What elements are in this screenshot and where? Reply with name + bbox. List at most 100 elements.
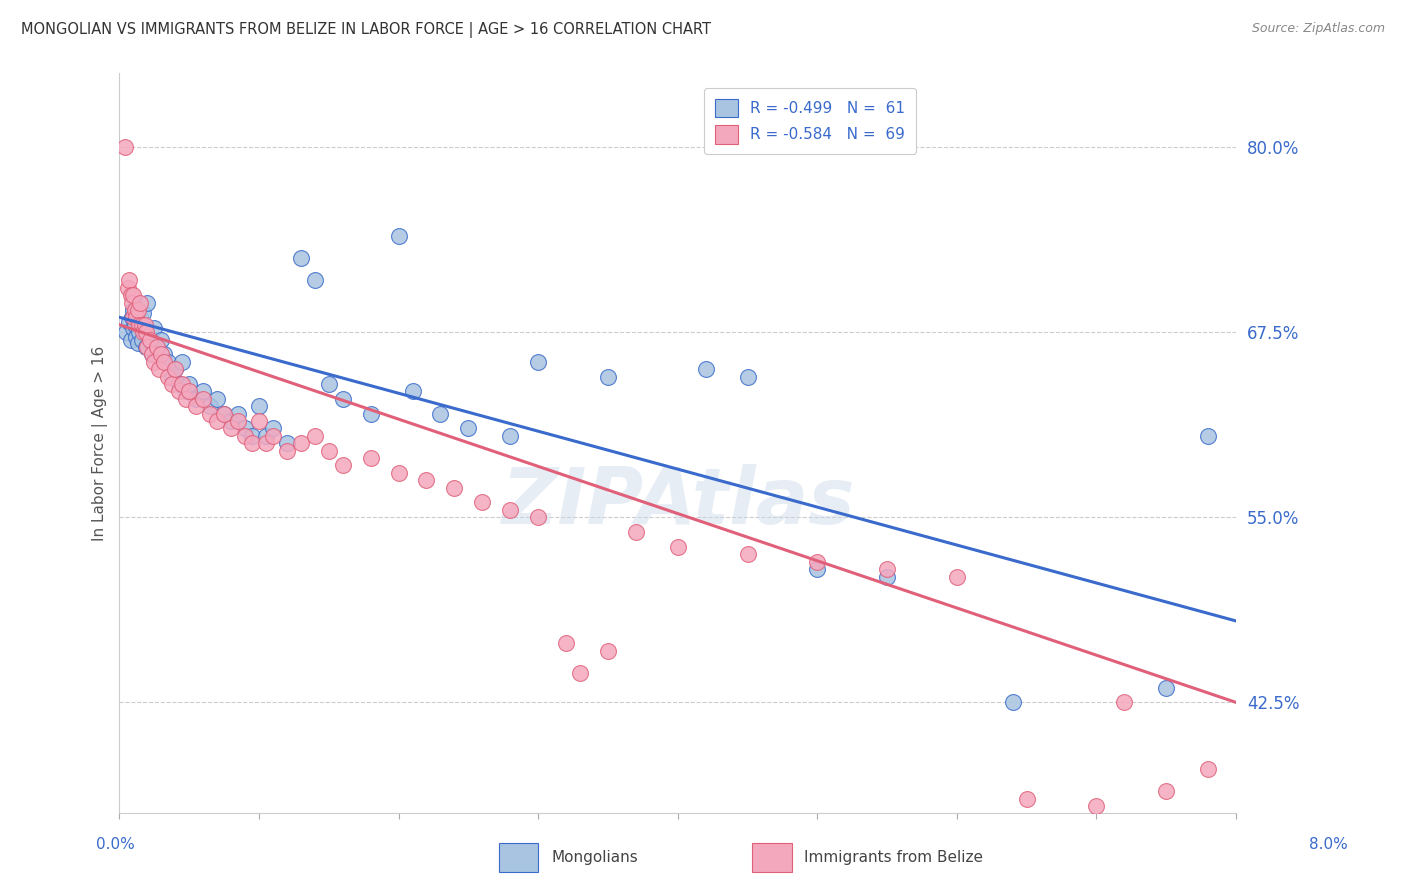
Point	[304, 429, 326, 443]
Point	[122, 302, 145, 317]
Point	[124, 318, 146, 332]
Point	[695, 362, 717, 376]
Point	[415, 473, 437, 487]
Point	[1114, 695, 1136, 709]
Point	[247, 399, 270, 413]
Point	[121, 295, 143, 310]
Point	[153, 347, 176, 361]
Point	[134, 318, 156, 332]
Point	[141, 347, 163, 361]
Point	[169, 384, 191, 399]
Point	[114, 140, 136, 154]
Point	[122, 320, 145, 334]
Point	[233, 421, 256, 435]
Point	[666, 540, 689, 554]
Point	[139, 333, 162, 347]
Point	[153, 355, 176, 369]
Point	[179, 376, 201, 391]
Point	[240, 436, 263, 450]
Point	[115, 325, 138, 339]
Y-axis label: In Labor Force | Age > 16: In Labor Force | Age > 16	[93, 345, 108, 541]
Point	[117, 281, 139, 295]
Point	[125, 310, 148, 325]
Point	[318, 376, 340, 391]
Point	[146, 340, 169, 354]
Point	[876, 569, 898, 583]
Point	[457, 421, 479, 435]
Point	[150, 333, 173, 347]
Text: 8.0%: 8.0%	[1309, 838, 1348, 852]
Point	[212, 407, 235, 421]
Point	[136, 295, 159, 310]
Point	[876, 562, 898, 576]
Point	[240, 429, 263, 443]
Point	[254, 436, 277, 450]
Point	[1154, 784, 1177, 798]
Point	[132, 306, 155, 320]
Point	[219, 421, 242, 435]
Point	[122, 310, 145, 325]
Point	[262, 421, 284, 435]
Point	[118, 273, 141, 287]
Point	[254, 429, 277, 443]
Point	[226, 407, 249, 421]
Point	[332, 392, 354, 406]
Point	[162, 369, 184, 384]
Point	[205, 392, 228, 406]
Point	[146, 340, 169, 354]
Point	[360, 407, 382, 421]
Point	[128, 325, 150, 339]
Point	[169, 376, 191, 391]
Text: 0.0%: 0.0%	[96, 838, 135, 852]
Point	[198, 399, 221, 413]
Point	[127, 335, 149, 350]
Text: Source: ZipAtlas.com: Source: ZipAtlas.com	[1251, 22, 1385, 36]
Point	[276, 436, 298, 450]
Point	[290, 251, 312, 265]
Point	[219, 414, 242, 428]
Text: Immigrants from Belize: Immigrants from Belize	[804, 850, 983, 864]
Point	[527, 355, 550, 369]
Point	[443, 481, 465, 495]
Point	[157, 369, 180, 384]
Point	[387, 466, 409, 480]
Point	[124, 302, 146, 317]
Point	[131, 318, 153, 332]
Point	[193, 384, 215, 399]
Point	[172, 376, 194, 391]
Point	[193, 392, 215, 406]
Point	[212, 407, 235, 421]
Point	[429, 407, 451, 421]
Point	[128, 318, 150, 332]
Point	[499, 429, 522, 443]
Point	[198, 407, 221, 421]
Point	[737, 547, 759, 561]
Point	[806, 562, 828, 576]
Point	[205, 414, 228, 428]
Point	[143, 355, 166, 369]
Point	[141, 347, 163, 361]
Legend: R = -0.499   N =  61, R = -0.584   N =  69: R = -0.499 N = 61, R = -0.584 N = 69	[704, 88, 915, 154]
Point	[135, 325, 157, 339]
Point	[569, 665, 592, 680]
Point	[157, 355, 180, 369]
Point	[527, 510, 550, 524]
Point	[120, 288, 142, 302]
Point	[499, 503, 522, 517]
Point	[125, 329, 148, 343]
Point	[596, 369, 619, 384]
Point	[332, 458, 354, 473]
Point	[118, 315, 141, 329]
Point	[276, 443, 298, 458]
Point	[1001, 695, 1024, 709]
Point	[139, 333, 162, 347]
Point	[162, 376, 184, 391]
Point	[555, 636, 578, 650]
Point	[134, 325, 156, 339]
Point	[806, 555, 828, 569]
Point	[143, 320, 166, 334]
Text: ZIPAtlas: ZIPAtlas	[501, 465, 855, 541]
Point	[165, 362, 187, 376]
Point	[946, 569, 969, 583]
Point	[150, 347, 173, 361]
